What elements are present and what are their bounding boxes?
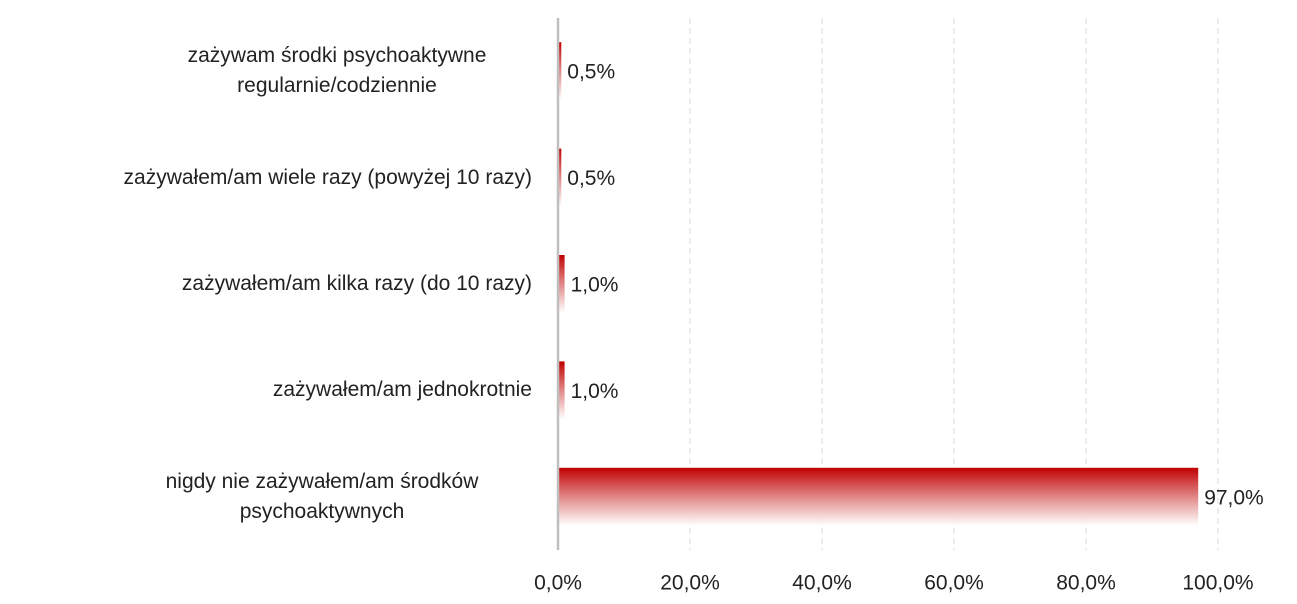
x-tick-label: 20,0% bbox=[660, 572, 720, 595]
data-label: 0,5% bbox=[567, 167, 615, 190]
category-label-box: zażywałem/am kilka razy (do 10 razy) bbox=[182, 269, 532, 299]
category-label-box: nigdy nie zażywałem/am środków psychoakt… bbox=[112, 467, 532, 527]
category-label-box: zażywałem/am wiele razy (powyżej 10 razy… bbox=[124, 163, 532, 193]
y-tick-label: zażywałem/am jednokrotnie bbox=[272, 378, 532, 402]
category-label-box: zażywam środki psychoaktywne regularnie/… bbox=[142, 41, 532, 101]
category-label-box: zażywałem/am jednokrotnie bbox=[273, 375, 532, 405]
x-tick-label: 100,0% bbox=[1182, 572, 1253, 595]
x-tick-label: 0,0% bbox=[534, 572, 582, 595]
y-tick-label: zażywam środki psychoaktywne regularnie/… bbox=[187, 44, 487, 98]
data-label: 97,0% bbox=[1204, 486, 1264, 509]
data-label: 1,0% bbox=[571, 380, 619, 403]
y-tick-label: nigdy nie zażywałem/am środków psychoakt… bbox=[165, 469, 479, 523]
y-tick-label: zażywałem/am kilka razy (do 10 razy) bbox=[181, 272, 532, 295]
y-tick-label: zażywałem/am wiele razy (powyżej 10 razy… bbox=[123, 165, 532, 189]
bar bbox=[558, 255, 565, 313]
bar bbox=[558, 42, 562, 101]
x-tick-label: 60,0% bbox=[924, 572, 984, 595]
data-label: 1,0% bbox=[571, 274, 619, 297]
data-label: 0,5% bbox=[567, 61, 615, 84]
bar bbox=[558, 148, 562, 207]
x-tick-label: 40,0% bbox=[792, 572, 852, 595]
bar bbox=[558, 361, 565, 420]
x-tick-label: 80,0% bbox=[1056, 572, 1116, 595]
bar bbox=[558, 467, 1199, 526]
